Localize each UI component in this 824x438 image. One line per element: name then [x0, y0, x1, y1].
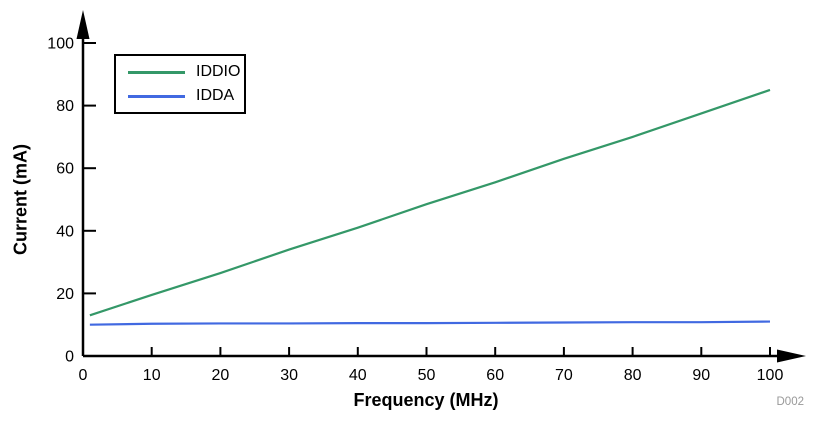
legend-swatch-iddio [128, 70, 185, 74]
x-axis-arrow-icon [777, 349, 806, 363]
y-axis-title: Current (mA) [10, 144, 31, 255]
legend-label-idda: IDDA [196, 87, 235, 104]
x-tick-label: 80 [624, 367, 642, 384]
x-axis-title: Frequency (MHz) [353, 390, 499, 410]
y-tick-label: 60 [56, 161, 74, 178]
x-tick-label: 100 [757, 367, 784, 384]
x-tick-label: 70 [555, 367, 573, 384]
x-tick-label: 30 [280, 367, 298, 384]
legend-entry-idda: IDDA [128, 86, 244, 106]
y-tick-label: 40 [56, 223, 74, 240]
y-axis-arrow-icon [76, 10, 90, 39]
y-tick-label: 100 [47, 36, 74, 53]
y-tick-label: 80 [56, 98, 74, 115]
x-tick-label: 40 [349, 367, 367, 384]
watermark: D002 [776, 396, 805, 408]
x-tick-label: 50 [418, 367, 436, 384]
legend-entry-iddio: IDDIO [128, 62, 244, 82]
series-line-iddio [89, 88, 771, 317]
legend-label-iddio: IDDIO [196, 63, 241, 80]
y-tick-label: 0 [65, 349, 74, 366]
x-tick-label: 10 [143, 367, 161, 384]
x-tick-label: 60 [486, 367, 504, 384]
legend-swatch-idda [128, 94, 185, 98]
legend: IDDIO IDDA [114, 54, 246, 114]
x-tick-label: 90 [692, 367, 710, 384]
y-tick-label: 20 [56, 286, 74, 303]
x-tick-label: 0 [79, 367, 88, 384]
x-tick-label: 20 [212, 367, 230, 384]
series-line-idda [89, 320, 771, 326]
